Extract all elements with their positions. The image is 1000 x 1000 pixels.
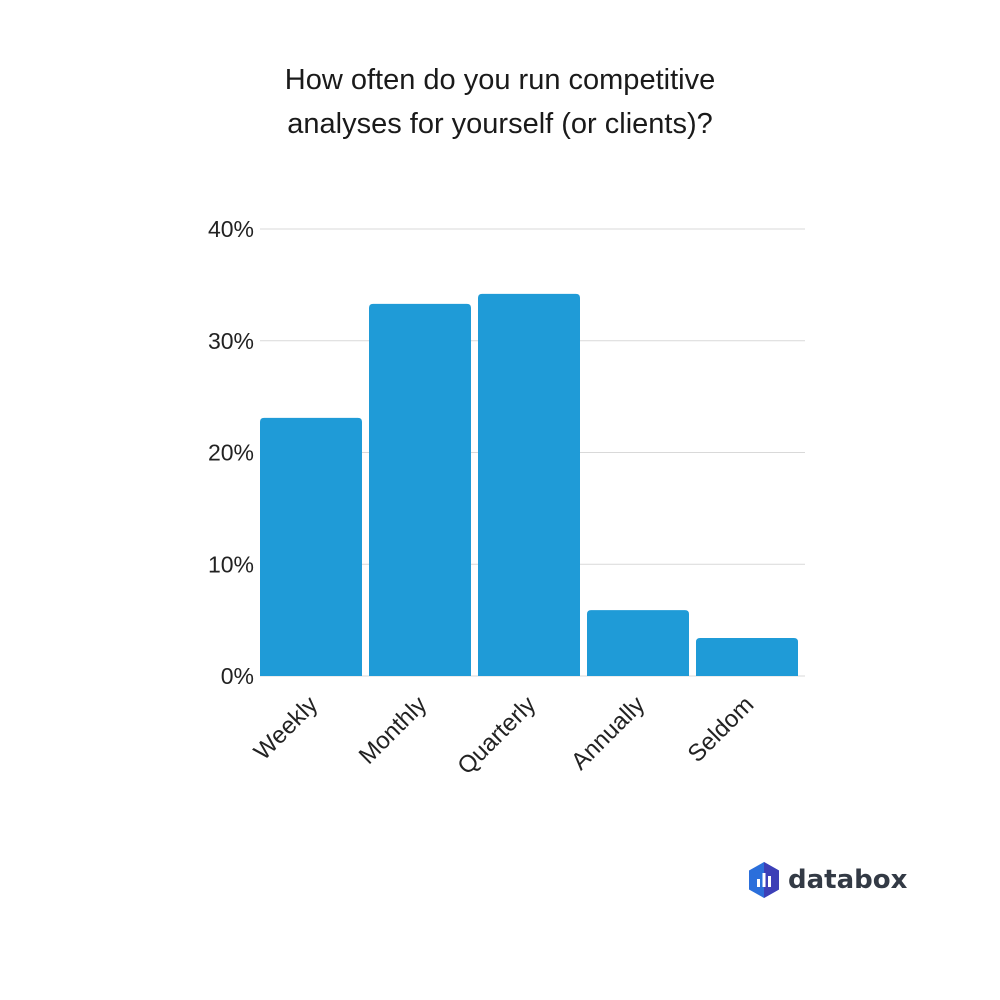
y-tick-label: 0% [221, 663, 254, 689]
y-tick-label: 30% [208, 328, 254, 354]
x-category-label: Monthly [354, 691, 433, 770]
bar-weekly [260, 417, 362, 676]
y-tick-label: 10% [208, 551, 254, 577]
chart-title-line-1: How often do you run competitive [284, 64, 716, 96]
bar-seldom [696, 638, 798, 676]
x-category-label: Weekly [249, 691, 323, 765]
databox-logo: databox [748, 862, 907, 898]
bar-annually [587, 610, 689, 676]
x-category-label: Quarterly [452, 691, 541, 780]
databox-logo-text: databox [788, 865, 908, 895]
y-tick-label: 20% [208, 440, 254, 466]
bar-monthly [369, 303, 471, 676]
x-category-label: Annually [566, 691, 650, 775]
databox-logo-icon [749, 862, 779, 898]
y-tick-label: 40% [208, 216, 254, 242]
chart-title-line-2: analyses for yourself (or clients)? [287, 108, 713, 140]
x-category-label: Seldom [683, 691, 760, 768]
chart-title: How often do you run competitive analyse… [100, 58, 900, 146]
bar-quarterly [478, 293, 580, 676]
